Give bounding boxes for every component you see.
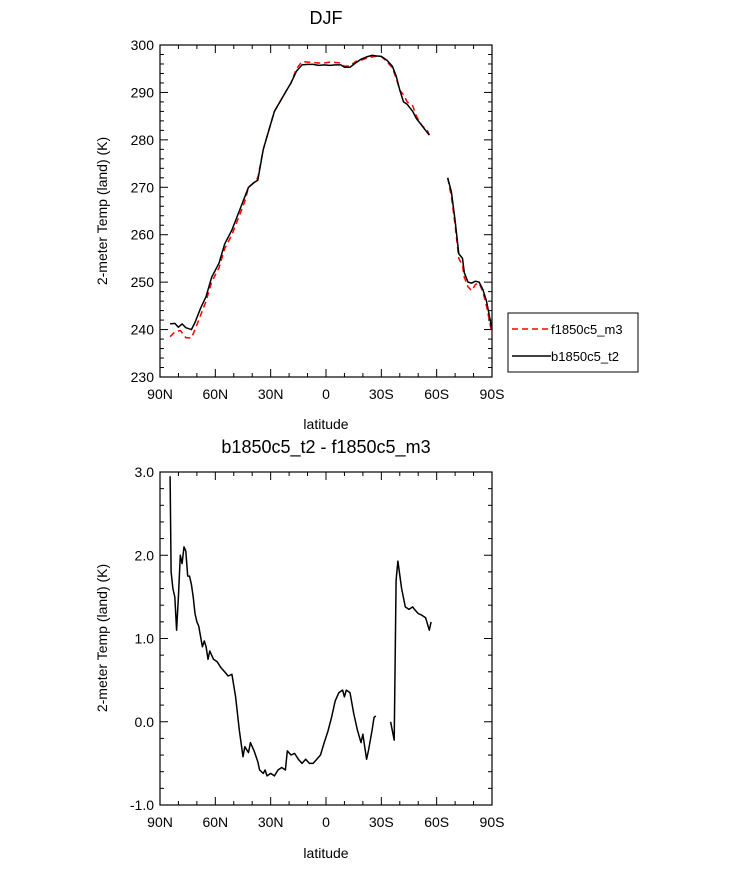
top-y-tick-label: 250 — [131, 274, 155, 290]
bottom-series-difference-segment-1 — [389, 560, 432, 741]
top-y-axis-label: 2-meter Temp (land) (K) — [94, 137, 110, 285]
legend-label-f1850c5-m3: f1850c5_m3 — [551, 322, 623, 337]
bottom-series-difference-segment-0 — [169, 476, 377, 777]
top-y-tick-label: 290 — [131, 84, 155, 100]
bottom-y-tick-label: -1.0 — [130, 797, 154, 813]
legend-label-b1850c5-t2: b1850c5_t2 — [551, 349, 619, 364]
top-y-tick-label: 280 — [131, 132, 155, 148]
bottom-axes: 90N 60N 30N 0 30S 60S 90S -1.0 0.0 1.0 2.0 3.0 — [130, 464, 505, 830]
top-x-tick-label: 60N — [202, 386, 228, 402]
top-chart-title: DJF — [310, 8, 343, 28]
top-series-f1850c5_m3-segment-0 — [169, 55, 430, 339]
bottom-x-axis-label: latitude — [303, 845, 348, 861]
bottom-x-tick-label: 90S — [480, 814, 505, 830]
top-x-tick-label: 90S — [480, 386, 505, 402]
top-y-tick-label: 240 — [131, 322, 155, 338]
top-y-tick-label: 300 — [131, 37, 155, 53]
bottom-y-tick-label: 1.0 — [135, 631, 155, 647]
bottom-chart-title: b1850c5_t2 - f1850c5_m3 — [221, 437, 430, 458]
top-x-tick-label: 90N — [147, 386, 173, 402]
top-y-tick-label: 270 — [131, 179, 155, 195]
bottom-y-tick-label: 3.0 — [135, 464, 155, 480]
top-series-b1850c5_t2-segment-0 — [170, 54, 430, 331]
legend-box — [507, 312, 639, 373]
top-x-tick-label: 30N — [258, 386, 284, 402]
top-data-layer — [169, 54, 493, 339]
bottom-panel: b1850c5_t2 - f1850c5_m3 90N 60N 30N 0 30S 60S… — [94, 437, 504, 861]
bottom-x-tick-label: 30S — [369, 814, 394, 830]
bottom-x-tick-label: 60N — [202, 814, 228, 830]
top-plot-frame — [159, 44, 493, 378]
bottom-x-tick-label: 30N — [258, 814, 284, 830]
bottom-data-layer — [169, 476, 432, 777]
legend: f1850c5_m3 b1850c5_t2 — [507, 312, 639, 373]
top-x-axis-label: latitude — [303, 416, 348, 432]
bottom-y-tick-label: 2.0 — [135, 547, 155, 563]
bottom-y-axis-label: 2-meter Temp (land) (K) — [94, 564, 110, 712]
top-x-tick-label: 60S — [424, 386, 449, 402]
top-y-tick-label: 230 — [131, 369, 155, 385]
top-y-tick-label: 260 — [131, 227, 155, 243]
bottom-x-tick-label: 60S — [424, 814, 449, 830]
bottom-plot-frame — [159, 471, 493, 806]
top-x-tick-label: 0 — [322, 386, 330, 402]
bottom-y-tick-label: 0.0 — [135, 714, 155, 730]
top-panel: DJF 90N 60N 30N 0 30S 60S 90S 230 240 250 260 270 28… — [94, 8, 639, 432]
top-series-f1850c5_m3-segment-1 — [446, 177, 493, 335]
top-x-tick-label: 30S — [369, 386, 394, 402]
top-axes: 90N 60N 30N 0 30S 60S 90S 230 240 250 260 270 280 290… — [131, 37, 505, 402]
top-series-b1850c5_t2-segment-1 — [446, 177, 493, 330]
bottom-x-tick-label: 90N — [147, 814, 173, 830]
bottom-x-tick-label: 0 — [322, 814, 330, 830]
